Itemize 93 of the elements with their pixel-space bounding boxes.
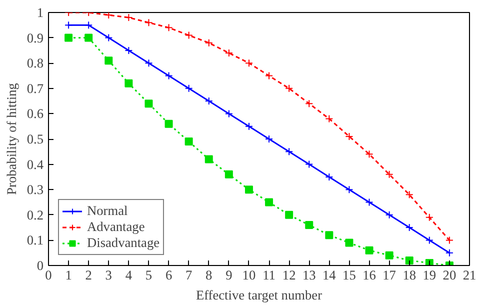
y-tick-label: 0.7 [26, 80, 44, 96]
point [325, 172, 334, 181]
point [64, 34, 73, 42]
point [184, 31, 193, 40]
point [385, 210, 394, 219]
x-tick-label: 4 [125, 268, 132, 282]
point [244, 122, 253, 130]
point [345, 238, 354, 247]
point [325, 231, 334, 240]
legend-label: Normal [87, 203, 128, 219]
point [405, 190, 414, 199]
point [224, 110, 233, 118]
point [305, 221, 314, 230]
point [425, 213, 434, 222]
point [244, 186, 253, 194]
point [365, 246, 374, 254]
x-tick-label: 12 [282, 268, 296, 282]
point [144, 100, 153, 108]
point [445, 248, 454, 257]
point [104, 34, 113, 42]
x-tick-label: 14 [322, 268, 336, 282]
x-tick-label: 3 [105, 268, 112, 282]
x-tick-label: 17 [382, 268, 396, 282]
point [204, 38, 213, 47]
point [184, 84, 193, 92]
point [265, 72, 274, 80]
x-tick-label: 6 [165, 268, 172, 282]
point [64, 21, 73, 30]
y-tick-label: 0.9 [26, 30, 44, 46]
x-tick-label: 18 [402, 268, 416, 282]
point [325, 114, 334, 123]
point [84, 21, 93, 30]
legend-label: Disadvantage [87, 235, 160, 251]
point [385, 170, 394, 178]
point [365, 150, 374, 158]
point [285, 84, 294, 92]
point [164, 120, 173, 128]
y-tick-label: 0.1 [26, 232, 44, 248]
y-tick-label: 0.2 [26, 207, 44, 222]
point [224, 170, 233, 178]
x-tick-label: 1 [65, 268, 72, 282]
point [124, 79, 133, 88]
point [285, 148, 294, 156]
point [164, 72, 173, 80]
y-tick-label: 0 [36, 258, 44, 273]
x-tick-label: 15 [342, 268, 356, 282]
y-tick-label: 0.4 [26, 156, 44, 172]
point [104, 12, 113, 20]
legend-label: Advantage [87, 219, 145, 235]
x-tick-label: 11 [262, 268, 276, 282]
point [144, 18, 153, 27]
point [345, 132, 354, 140]
point [305, 160, 314, 168]
point [184, 138, 193, 146]
y-axis-title: Probability of hitting [4, 82, 19, 195]
point [385, 251, 394, 260]
x-tick-label: 7 [186, 268, 192, 282]
point [124, 46, 133, 54]
point [204, 155, 213, 164]
point [405, 256, 414, 264]
x-tick-label: 5 [145, 268, 152, 282]
point [365, 198, 374, 206]
x-tick-label: 13 [302, 268, 316, 282]
y-tick-label: 0.8 [26, 56, 44, 71]
x-tick-label: 20 [442, 268, 456, 282]
y-tick-label: 0.3 [26, 182, 44, 198]
point [265, 198, 274, 206]
x-tick-label: 2 [85, 268, 92, 282]
point [104, 56, 113, 65]
point [84, 34, 93, 42]
y-tick-label: 0.5 [26, 132, 44, 146]
point [305, 100, 314, 108]
point [204, 97, 213, 106]
point [144, 59, 153, 68]
x-tick-label: 19 [422, 268, 436, 282]
point [405, 224, 414, 232]
x-tick-label: 9 [226, 268, 233, 282]
point [425, 236, 434, 244]
x-tick-label: 21 [462, 268, 476, 282]
x-tick-label: 16 [362, 268, 376, 282]
point [265, 135, 274, 143]
y-tick-label: 0.6 [26, 106, 44, 122]
point [164, 24, 173, 32]
point [445, 236, 454, 244]
x-tick-label: 8 [206, 268, 213, 282]
point [224, 48, 233, 57]
x-axis-title: Effective target number [196, 288, 323, 302]
point [244, 59, 253, 68]
x-tick-label: 10 [242, 268, 256, 282]
point [285, 210, 294, 219]
y-tick-label: 1 [36, 5, 44, 20]
point [345, 186, 354, 194]
point [124, 14, 133, 22]
